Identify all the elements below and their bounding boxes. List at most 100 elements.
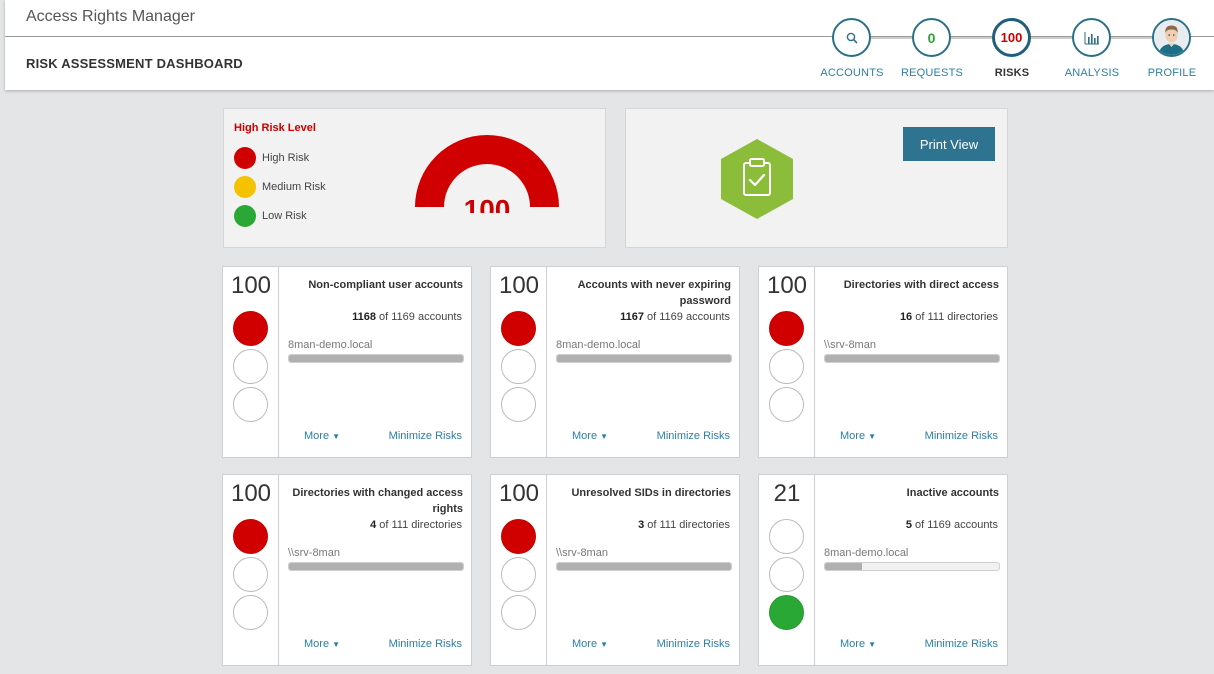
avatar [1154, 20, 1189, 55]
more-dropdown[interactable]: More ▼ [572, 638, 608, 650]
risk-score: 100 [498, 480, 540, 507]
more-label[interactable]: More [304, 430, 330, 442]
risk-card-count: 1168 of 1169 accounts [352, 311, 462, 323]
more-dropdown[interactable]: More ▼ [304, 430, 340, 442]
risk-card-count: 3 of 111 directories [638, 519, 730, 531]
risk-card-title: Inactive accounts [906, 487, 999, 499]
low-risk-dot [234, 205, 256, 227]
nav-requests-circle[interactable]: 0 [912, 18, 951, 57]
risk-card-domain: \\srv-8man [288, 547, 340, 559]
minimize-risks-link[interactable]: Minimize Risks [924, 638, 998, 650]
risk-card-status: 100 [759, 267, 815, 457]
risk-gauge-value: 100 [464, 194, 511, 213]
risk-card: 21 Inactive accounts 5 of 1169 accounts … [758, 474, 1008, 666]
legend-high-risk: High Risk [234, 147, 309, 169]
medium-risk-light [233, 349, 268, 384]
risk-score: 100 [230, 480, 272, 507]
risks-count: 100 [1000, 30, 1023, 45]
more-dropdown[interactable]: More ▼ [840, 638, 876, 650]
low-risk-light [233, 387, 268, 422]
legend-medium-risk-label: Medium Risk [262, 181, 326, 193]
risk-progress-bar [288, 562, 464, 571]
app-title: Access Rights Manager [26, 8, 195, 25]
high-risk-light [233, 311, 268, 346]
nav-analysis-circle[interactable] [1072, 18, 1111, 57]
risk-score: 100 [230, 272, 272, 299]
high-risk-light [233, 519, 268, 554]
risk-count-total: of 1169 accounts [643, 311, 730, 323]
risk-count-total: of 111 directories [376, 519, 462, 531]
legend-high-risk-label: High Risk [262, 152, 310, 164]
risk-progress-fill [289, 563, 463, 570]
caret-down-icon[interactable]: ▼ [868, 640, 877, 649]
risk-level-title: High Risk Level [234, 122, 316, 134]
high-risk-light [501, 311, 536, 346]
minimize-risks-link[interactable]: Minimize Risks [388, 430, 462, 442]
risk-card-status: 100 [491, 475, 547, 665]
medium-risk-light [233, 557, 268, 592]
header-divider [5, 36, 1214, 37]
legend-medium-risk: Medium Risk [234, 176, 326, 198]
caret-down-icon[interactable]: ▼ [868, 432, 877, 441]
risk-progress-bar [824, 562, 1000, 571]
nav-risks-label[interactable]: RISKS [994, 67, 1030, 79]
nav-profile-label[interactable]: PROFILE [1147, 67, 1197, 79]
medium-risk-light [501, 349, 536, 384]
nav-accounts-circle[interactable] [832, 18, 871, 57]
risk-progress-bar [556, 354, 732, 363]
minimize-risks-link[interactable]: Minimize Risks [924, 430, 998, 442]
risk-card-title: Non-compliant user accounts [308, 279, 463, 291]
risk-card-domain: 8man-demo.local [556, 339, 641, 351]
caret-down-icon[interactable]: ▼ [600, 432, 609, 441]
risk-progress-bar [288, 354, 464, 363]
more-label[interactable]: More [572, 430, 598, 442]
low-risk-light [233, 595, 268, 630]
legend-low-risk: Low Risk [234, 205, 307, 227]
risk-count-total: of 111 directories [912, 311, 998, 323]
nav-risks-circle[interactable]: 100 [992, 18, 1031, 57]
more-label[interactable]: More [840, 430, 866, 442]
risk-card-domain: 8man-demo.local [824, 547, 909, 559]
legend-low-risk-label: Low Risk [262, 210, 307, 222]
nav-profile-circle[interactable] [1152, 18, 1191, 57]
risk-count-value: 1168 [352, 311, 376, 323]
minimize-risks-link[interactable]: Minimize Risks [388, 638, 462, 650]
risk-card-title: Accounts with never expiring password [577, 279, 731, 307]
more-label[interactable]: More [304, 638, 330, 650]
nav-requests-label[interactable]: REQUESTS [900, 67, 964, 79]
report-panel: Print View [625, 108, 1008, 248]
requests-count: 0 [927, 29, 936, 46]
print-view-button[interactable]: Print View [903, 127, 995, 161]
risk-count-value: 4 [370, 519, 377, 531]
risk-card-title: Unresolved SIDs in directories [571, 487, 731, 499]
risk-count-value: 3 [638, 519, 645, 531]
risk-card-status: 100 [223, 475, 279, 665]
caret-down-icon[interactable]: ▼ [332, 432, 341, 441]
nav-accounts-label[interactable]: ACCOUNTS [820, 67, 884, 79]
caret-down-icon[interactable]: ▼ [600, 640, 609, 649]
more-label[interactable]: More [840, 638, 866, 650]
risk-count-value: 5 [905, 519, 912, 531]
more-label[interactable]: More [572, 638, 598, 650]
risk-progress-fill [289, 355, 463, 362]
minimize-risks-link[interactable]: Minimize Risks [656, 638, 730, 650]
risk-progress-fill [825, 563, 862, 570]
risk-card-title: Directories with changed access rights [292, 487, 463, 515]
more-dropdown[interactable]: More ▼ [840, 430, 876, 442]
risk-count-total: of 1169 accounts [375, 311, 462, 323]
low-risk-light [501, 387, 536, 422]
more-dropdown[interactable]: More ▼ [572, 430, 608, 442]
risk-progress-bar [556, 562, 732, 571]
more-dropdown[interactable]: More ▼ [304, 638, 340, 650]
risk-progress-fill [557, 563, 731, 570]
low-risk-light [501, 595, 536, 630]
risk-card-count: 4 of 111 directories [370, 519, 462, 531]
caret-down-icon[interactable]: ▼ [332, 640, 341, 649]
nav-analysis-label[interactable]: ANALYSIS [1064, 67, 1120, 79]
medium-risk-light [769, 557, 804, 592]
risk-card-status: 21 [759, 475, 815, 665]
risk-card: 100 Accounts with never expiring passwor… [490, 266, 740, 458]
risk-card-count: 5 of 1169 accounts [906, 519, 998, 531]
minimize-risks-link[interactable]: Minimize Risks [656, 430, 730, 442]
risk-card-title: Directories with direct access [843, 279, 999, 291]
